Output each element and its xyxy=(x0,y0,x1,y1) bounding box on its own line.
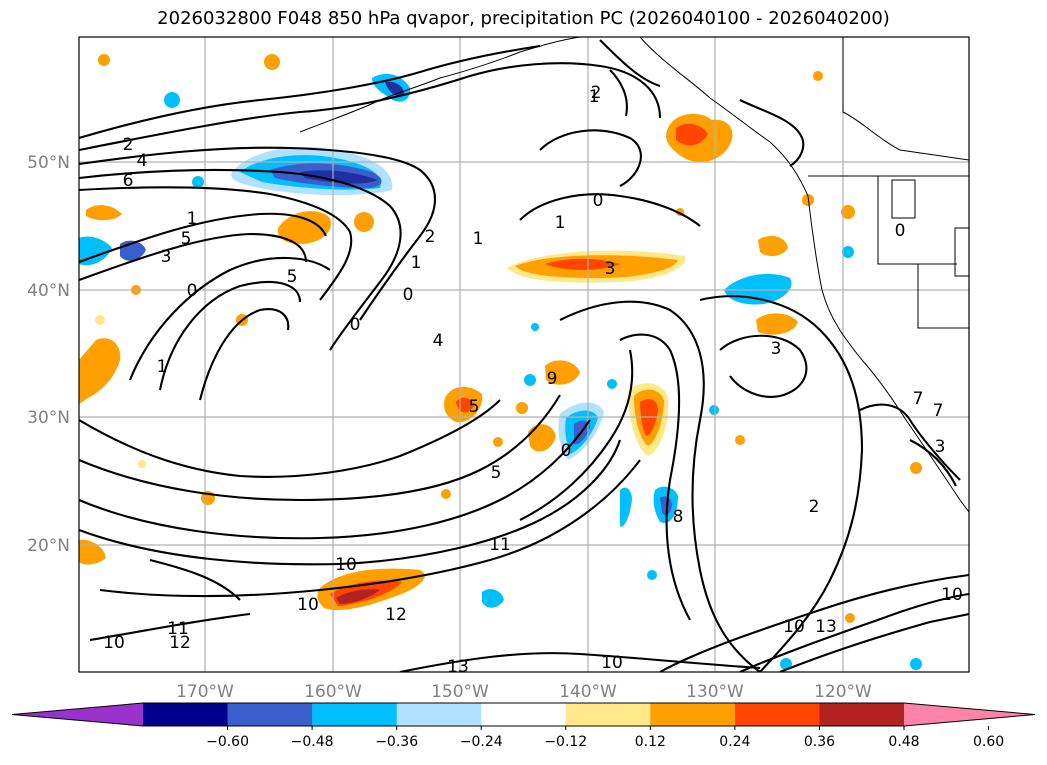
contour-label: 1 xyxy=(517,5,528,25)
lon-label: 150°W xyxy=(431,682,489,702)
colorbar-tick-label: 0.12 xyxy=(635,734,666,750)
lon-label: 130°W xyxy=(686,682,744,702)
colorbar-swatch xyxy=(227,703,313,726)
contour-label: 1 xyxy=(187,209,198,229)
colorbar-tick-label: 0.24 xyxy=(719,734,750,750)
colorbar-swatch xyxy=(565,703,651,726)
colorbar-tick-label: −0.12 xyxy=(544,734,587,750)
contour-label: 7 xyxy=(913,389,924,409)
colorbar-extend-low xyxy=(12,703,143,726)
colorbar-swatch xyxy=(143,703,229,726)
contour-label: 1 xyxy=(411,253,422,273)
contour-label: 5 xyxy=(469,397,480,417)
contour-label: 1 xyxy=(473,229,484,249)
contour-label: 12 xyxy=(169,633,191,653)
contour-label: 5 xyxy=(181,229,192,249)
contour-label: 0 xyxy=(403,285,414,305)
map-frame xyxy=(78,36,970,673)
lon-label: 140°W xyxy=(559,682,617,702)
contour-label: 3 xyxy=(935,437,946,457)
contour-label: 10 xyxy=(297,595,319,615)
contour-label: 4 xyxy=(433,331,444,351)
contour-label: 3 xyxy=(605,259,616,279)
gridlines xyxy=(79,37,969,672)
contour-label: 12 xyxy=(385,605,407,625)
contour-label: 8 xyxy=(673,507,684,527)
contour-label: 3 xyxy=(771,339,782,359)
contour-label: 4 xyxy=(137,151,148,171)
contour-label: 11 xyxy=(489,535,511,555)
contour-label: 2 xyxy=(809,497,820,517)
colorbar-tick-label: −0.36 xyxy=(375,734,418,750)
lat-label: 50°N xyxy=(27,153,70,173)
contour-label: 10 xyxy=(941,585,963,605)
colorbar-tick-label: −0.24 xyxy=(460,734,503,750)
lat-labels: 50°N 40°N 30°N 20°N xyxy=(27,153,70,556)
contour-label: 10 xyxy=(601,653,623,673)
colorbar-tick-label: 0.48 xyxy=(888,734,919,750)
colorbar-tick-label: 0.60 xyxy=(973,734,1004,750)
lat-label: 20°N xyxy=(27,536,70,556)
contour-label: 1 xyxy=(555,213,566,233)
lat-label: 30°N xyxy=(27,408,70,428)
colorbar-tick-label: 0.36 xyxy=(804,734,835,750)
qvapor-contours xyxy=(79,39,969,672)
contour-label: 7 xyxy=(933,401,944,421)
contour-label: 1 xyxy=(589,87,600,107)
contour-label: 0 xyxy=(187,281,198,301)
colorbar-swatch xyxy=(650,703,736,726)
colorbar-swatch xyxy=(481,703,567,726)
colorbar-tick-label: −0.48 xyxy=(291,734,334,750)
contour-label: 6 xyxy=(123,171,134,191)
contour-label: 11 xyxy=(167,619,189,639)
lat-label: 40°N xyxy=(27,281,70,301)
colorbar-outline xyxy=(11,702,1036,727)
contour-label: 5 xyxy=(491,463,502,483)
contour-label: 5 xyxy=(287,267,298,287)
colorbar-swatch xyxy=(734,703,820,726)
map-title: 2026032800 F048 850 hPa qvapor, precipit… xyxy=(157,8,890,29)
lon-labels: 170°W 160°W 150°W 140°W 130°W 120°W xyxy=(176,682,872,702)
contour-label: 3 xyxy=(161,247,172,267)
contour-label: 1 xyxy=(157,357,168,377)
colorbar-tick-label: −0.60 xyxy=(206,734,249,750)
contour-label: 10 xyxy=(335,555,357,575)
colorbar-swatch xyxy=(312,703,398,726)
contour-label: 13 xyxy=(815,617,837,637)
lon-label: 170°W xyxy=(176,682,234,702)
colorbar-swatch xyxy=(396,703,482,726)
contour-label: 2 xyxy=(591,83,602,103)
contour-label: 0 xyxy=(350,315,361,335)
contour-label: 10 xyxy=(103,633,125,653)
contour-label: 13 xyxy=(447,657,469,677)
contour-label: 2 xyxy=(425,227,436,247)
contour-label: 0 xyxy=(561,441,572,461)
contour-label: 0 xyxy=(895,221,906,241)
contour-label: 9 xyxy=(547,369,558,389)
contour-label: 10 xyxy=(783,617,805,637)
colorbar-swatch xyxy=(819,703,905,726)
colorbar: −0.60 −0.48 −0.36 −0.24 −0.12 0.12 0.24 0.36 0.4… xyxy=(11,702,1036,750)
contour-label: 2 xyxy=(123,135,134,155)
contour-label: 0 xyxy=(593,191,604,211)
colorbar-extend-high xyxy=(904,703,1035,726)
lon-label: 160°W xyxy=(304,682,362,702)
lon-label: 120°W xyxy=(814,682,872,702)
